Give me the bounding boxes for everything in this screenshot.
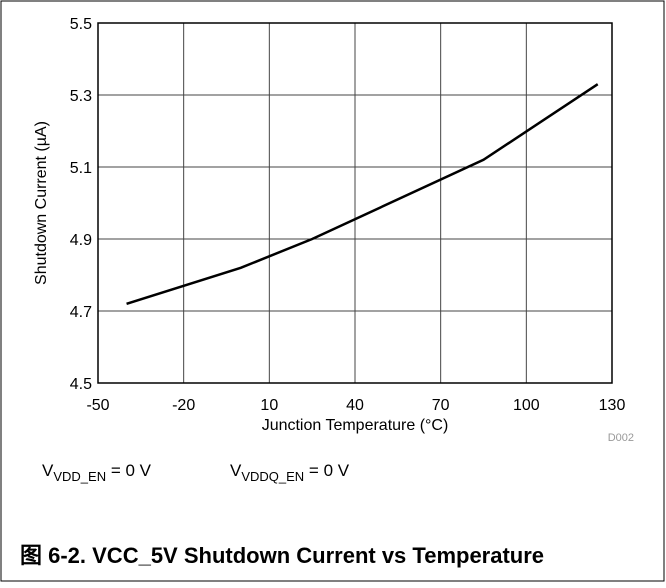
x-tick-label: 10 [260,397,278,414]
x-tick-label: 130 [599,397,626,414]
y-tick-label: 5.3 [70,88,92,105]
x-tick-label: -20 [172,397,195,414]
annotation-rest: = 0 V [304,461,350,480]
annotation-base: V [42,461,54,480]
y-tick-label: 5.1 [70,160,92,177]
annotation-base: V [230,461,242,480]
y-tick-label: 5.5 [70,16,92,33]
y-tick-label: 4.7 [70,304,92,321]
chart-title: 图 6-2. VCC_5V Shutdown Current vs Temper… [20,543,544,568]
plot-frame [97,22,613,384]
y-tick-label: 4.9 [70,232,92,249]
annotation: VVDD_EN = 0 V [42,461,152,484]
data-line [126,83,599,305]
y-axis-title: Shutdown Current (µA) [33,121,50,285]
annotation-sub: VDD_EN [53,469,106,484]
annotation-rest: = 0 V [106,461,152,480]
annotation: VVDDQ_EN = 0 V [230,461,350,484]
annotation-sub: VDDQ_EN [241,469,304,484]
figure-id: D002 [608,432,634,444]
x-tick-label: -50 [86,397,109,414]
x-tick-label: 70 [432,397,450,414]
x-axis-title: Junction Temperature (°C) [262,417,449,434]
x-tick-label: 40 [346,397,364,414]
x-tick-label: 100 [513,397,540,414]
y-tick-label: 4.5 [70,376,92,393]
